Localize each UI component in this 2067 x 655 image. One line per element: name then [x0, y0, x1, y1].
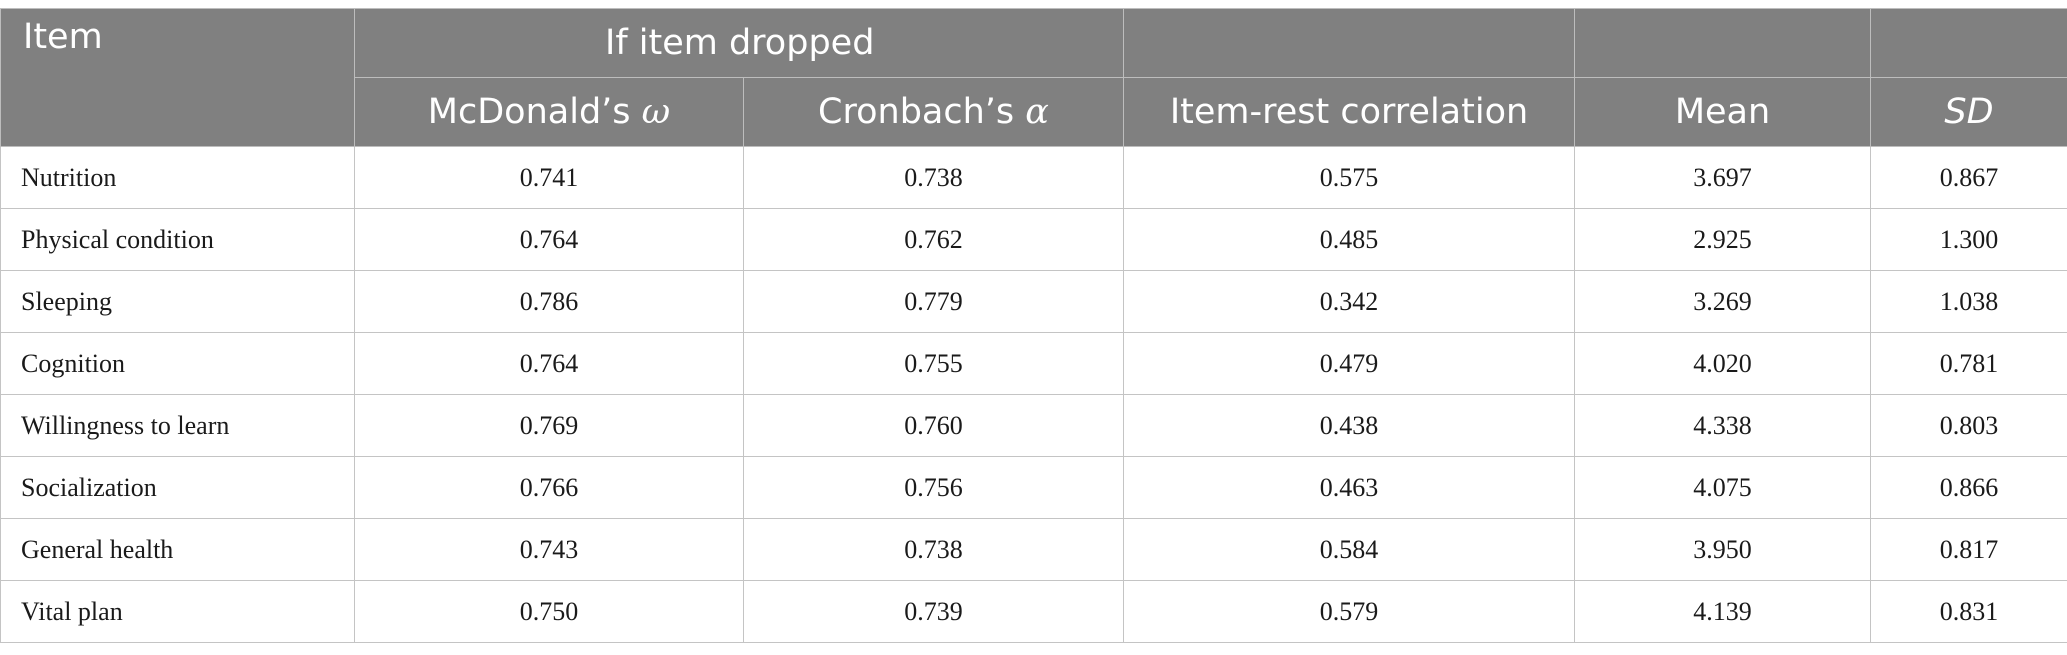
table-row: General health 0.743 0.738 0.584 3.950 0…	[0, 518, 2067, 581]
table-row: Vital plan 0.750 0.739 0.579 4.139 0.831	[0, 580, 2067, 643]
cell-item: Nutrition	[0, 146, 355, 209]
header-item-rest-correlation: Item-rest correlation	[1123, 77, 1575, 147]
cell-mean: 4.075	[1574, 456, 1871, 519]
header-item: Item	[0, 8, 355, 147]
cell-item: Vital plan	[0, 580, 355, 643]
cell-mean: 3.950	[1574, 518, 1871, 581]
cell-item: Sleeping	[0, 270, 355, 333]
cell-alpha: 0.779	[743, 270, 1124, 333]
cell-item: Socialization	[0, 456, 355, 519]
reliability-table: Item If item dropped McDonald’s ω Cronba…	[0, 8, 2067, 643]
cell-mean: 2.925	[1574, 208, 1871, 271]
table-row: Willingness to learn 0.769 0.760 0.438 4…	[0, 394, 2067, 457]
cell-item-rest: 0.479	[1123, 332, 1575, 395]
table-row: Physical condition 0.764 0.762 0.485 2.9…	[0, 208, 2067, 271]
cell-omega: 0.764	[354, 332, 744, 395]
header-alpha-label: Cronbach’s	[818, 92, 1015, 132]
cell-item-rest: 0.579	[1123, 580, 1575, 643]
reliability-table-container: Item If item dropped McDonald’s ω Cronba…	[0, 8, 2067, 643]
table-row: Socialization 0.766 0.756 0.463 4.075 0.…	[0, 456, 2067, 519]
cell-item-rest: 0.485	[1123, 208, 1575, 271]
header-mcdonalds-omega: McDonald’s ω	[354, 77, 744, 147]
cell-omega: 0.764	[354, 208, 744, 271]
cell-alpha: 0.762	[743, 208, 1124, 271]
cell-item: General health	[0, 518, 355, 581]
cell-alpha: 0.738	[743, 518, 1124, 581]
cell-omega: 0.766	[354, 456, 744, 519]
cell-mean: 4.338	[1574, 394, 1871, 457]
header-blank-irc	[1123, 8, 1575, 78]
header-cronbachs-alpha: Cronbach’s α	[743, 77, 1124, 147]
cell-item-rest: 0.584	[1123, 518, 1575, 581]
cell-mean: 3.697	[1574, 146, 1871, 209]
cell-sd: 1.038	[1870, 270, 2067, 333]
cell-sd: 0.803	[1870, 394, 2067, 457]
header-sd: SD	[1870, 77, 2067, 147]
cell-alpha: 0.738	[743, 146, 1124, 209]
table-body: Nutrition 0.741 0.738 0.575 3.697 0.867 …	[0, 146, 2067, 643]
cell-item: Willingness to learn	[0, 394, 355, 457]
cell-mean: 3.269	[1574, 270, 1871, 333]
cell-sd: 0.831	[1870, 580, 2067, 643]
header-omega-label: McDonald’s	[427, 92, 631, 132]
cell-omega: 0.743	[354, 518, 744, 581]
cell-item: Cognition	[0, 332, 355, 395]
cell-sd: 1.300	[1870, 208, 2067, 271]
table-row: Sleeping 0.786 0.779 0.342 3.269 1.038	[0, 270, 2067, 333]
header-mean: Mean	[1574, 77, 1871, 147]
cell-sd: 0.817	[1870, 518, 2067, 581]
cell-alpha: 0.760	[743, 394, 1124, 457]
header-blank-sd	[1870, 8, 2067, 78]
cell-alpha: 0.756	[743, 456, 1124, 519]
table-header: Item If item dropped McDonald’s ω Cronba…	[0, 8, 2067, 147]
cell-mean: 4.139	[1574, 580, 1871, 643]
cell-sd: 0.867	[1870, 146, 2067, 209]
cell-omega: 0.786	[354, 270, 744, 333]
header-if-item-dropped: If item dropped	[354, 8, 1124, 78]
cell-alpha: 0.739	[743, 580, 1124, 643]
cell-omega: 0.741	[354, 146, 744, 209]
header-blank-mean	[1574, 8, 1871, 78]
cell-sd: 0.866	[1870, 456, 2067, 519]
alpha-symbol: α	[1025, 92, 1049, 132]
cell-omega: 0.769	[354, 394, 744, 457]
cell-item-rest: 0.342	[1123, 270, 1575, 333]
cell-item: Physical condition	[0, 208, 355, 271]
omega-symbol: ω	[641, 92, 671, 132]
cell-omega: 0.750	[354, 580, 744, 643]
cell-item-rest: 0.463	[1123, 456, 1575, 519]
cell-alpha: 0.755	[743, 332, 1124, 395]
cell-mean: 4.020	[1574, 332, 1871, 395]
cell-sd: 0.781	[1870, 332, 2067, 395]
table-row: Cognition 0.764 0.755 0.479 4.020 0.781	[0, 332, 2067, 395]
cell-item-rest: 0.575	[1123, 146, 1575, 209]
table-row: Nutrition 0.741 0.738 0.575 3.697 0.867	[0, 146, 2067, 209]
cell-item-rest: 0.438	[1123, 394, 1575, 457]
